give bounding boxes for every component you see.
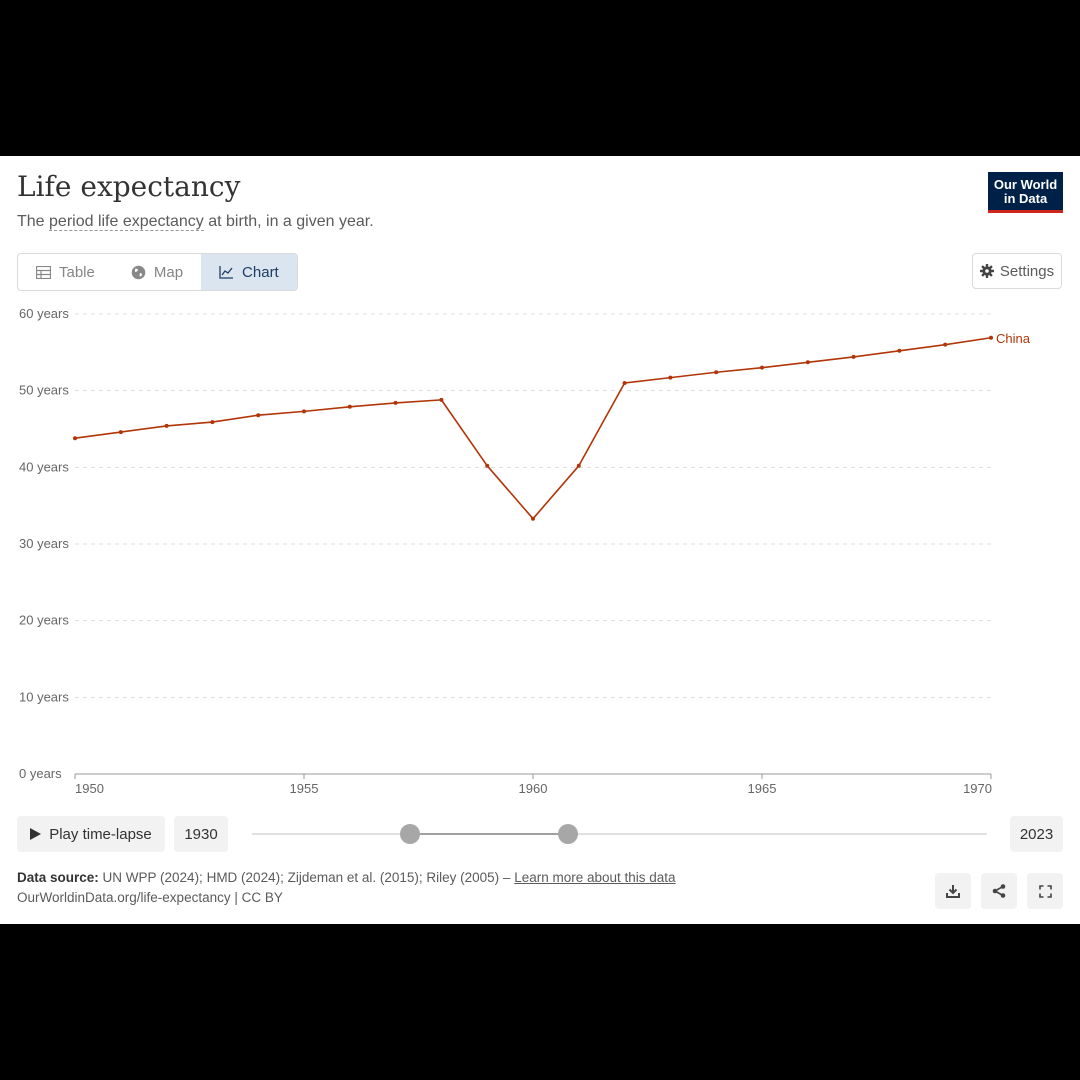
data-point bbox=[989, 335, 993, 340]
data-point bbox=[622, 381, 627, 385]
tab-chart[interactable]: Chart bbox=[201, 254, 297, 290]
table-icon bbox=[36, 265, 51, 279]
timeline-end-year[interactable]: 2023 bbox=[1010, 816, 1063, 852]
data-point bbox=[302, 409, 306, 414]
data-point bbox=[531, 516, 535, 521]
data-point bbox=[485, 463, 490, 468]
data-point bbox=[760, 365, 764, 370]
tab-chart-label: Chart bbox=[242, 263, 279, 281]
chart-panel: Life expectancy The period life expectan… bbox=[0, 156, 1080, 924]
share-button[interactable] bbox=[981, 873, 1017, 909]
x-tick-label: 1970 bbox=[963, 781, 992, 796]
play-label: Play time-lapse bbox=[49, 825, 152, 843]
timeline-track[interactable] bbox=[252, 833, 987, 835]
download-button[interactable] bbox=[935, 873, 971, 909]
data-point bbox=[943, 342, 948, 347]
data-point bbox=[347, 404, 352, 409]
timeline-selected-range bbox=[410, 833, 569, 835]
x-tick-label: 1960 bbox=[519, 781, 548, 796]
url-line[interactable]: OurWorldinData.org/life-expectancy | CC … bbox=[17, 890, 283, 905]
data-point bbox=[164, 423, 169, 428]
download-icon bbox=[946, 885, 960, 898]
data-source-label: Data source: bbox=[17, 870, 99, 885]
data-point bbox=[210, 420, 215, 425]
play-icon bbox=[30, 828, 42, 840]
y-tick-label: 10 years bbox=[19, 689, 69, 704]
y-tick-label: 60 years bbox=[19, 306, 69, 321]
footer: Data source: UN WPP (2024); HMD (2024); … bbox=[17, 870, 676, 905]
y-tick-label: 50 years bbox=[19, 383, 69, 398]
tab-map-label: Map bbox=[153, 263, 184, 281]
settings-button[interactable]: Settings bbox=[972, 253, 1062, 289]
y-tick-label: 20 years bbox=[19, 613, 69, 628]
tab-map[interactable]: Map bbox=[113, 254, 201, 290]
data-point bbox=[897, 348, 902, 353]
settings-label: Settings bbox=[999, 262, 1055, 280]
subtitle-term-link[interactable]: period life expectancy bbox=[49, 213, 204, 231]
data-point bbox=[393, 400, 398, 405]
data-point bbox=[256, 413, 261, 418]
play-timelapse-button[interactable]: Play time-lapse bbox=[17, 816, 165, 852]
y-tick-label: 0 years bbox=[19, 766, 62, 781]
subtitle-suffix: at birth, in a given year. bbox=[203, 213, 374, 230]
data-point bbox=[439, 397, 444, 402]
series-line-china bbox=[74, 336, 992, 520]
fullscreen-button[interactable] bbox=[1027, 873, 1063, 909]
data-point bbox=[118, 430, 123, 435]
line-chart: 0 years 10 years 20 years 30 years 40 years 5… bbox=[19, 306, 1031, 796]
owid-logo[interactable]: Our World in Data bbox=[988, 172, 1063, 213]
y-tick-label: 30 years bbox=[19, 536, 69, 551]
x-tick-label: 1965 bbox=[748, 781, 777, 796]
timeline-start-handle[interactable] bbox=[400, 824, 421, 844]
gear-icon bbox=[979, 264, 994, 278]
x-tick-label: 1955 bbox=[290, 781, 319, 796]
data-point bbox=[851, 354, 856, 359]
fullscreen-icon bbox=[1038, 884, 1052, 898]
learn-more-link[interactable]: Learn more about this data bbox=[514, 870, 676, 885]
logo-line2: in Data bbox=[1003, 191, 1048, 206]
tab-table[interactable]: Table bbox=[18, 254, 113, 290]
data-source-line: Data source: UN WPP (2024); HMD (2024); … bbox=[17, 870, 676, 885]
data-point bbox=[73, 436, 77, 441]
data-point bbox=[714, 370, 719, 375]
globe-icon bbox=[131, 265, 146, 279]
view-tabs: Table Map Chart bbox=[17, 253, 298, 291]
data-source-text: UN WPP (2024); HMD (2024); Zijdeman et a… bbox=[98, 870, 515, 885]
data-point bbox=[668, 375, 673, 380]
data-point bbox=[805, 360, 810, 365]
series-label: China bbox=[996, 331, 1031, 346]
line-chart-icon bbox=[219, 265, 234, 279]
timeline-controls: Play time-lapse 1930 2023 bbox=[0, 816, 1080, 856]
tab-table-label: Table bbox=[59, 263, 95, 281]
subtitle: The period life expectancy at birth, in … bbox=[17, 213, 374, 231]
y-tick-label: 40 years bbox=[19, 459, 69, 474]
page-title: Life expectancy bbox=[17, 170, 241, 203]
timeline-start-year[interactable]: 1930 bbox=[174, 816, 228, 852]
subtitle-prefix: The bbox=[17, 213, 50, 230]
share-icon bbox=[992, 884, 1006, 898]
logo-line1: Our World bbox=[993, 177, 1058, 192]
data-point bbox=[576, 463, 581, 468]
x-tick-label: 1950 bbox=[75, 781, 104, 796]
timeline-end-handle[interactable] bbox=[558, 824, 579, 844]
